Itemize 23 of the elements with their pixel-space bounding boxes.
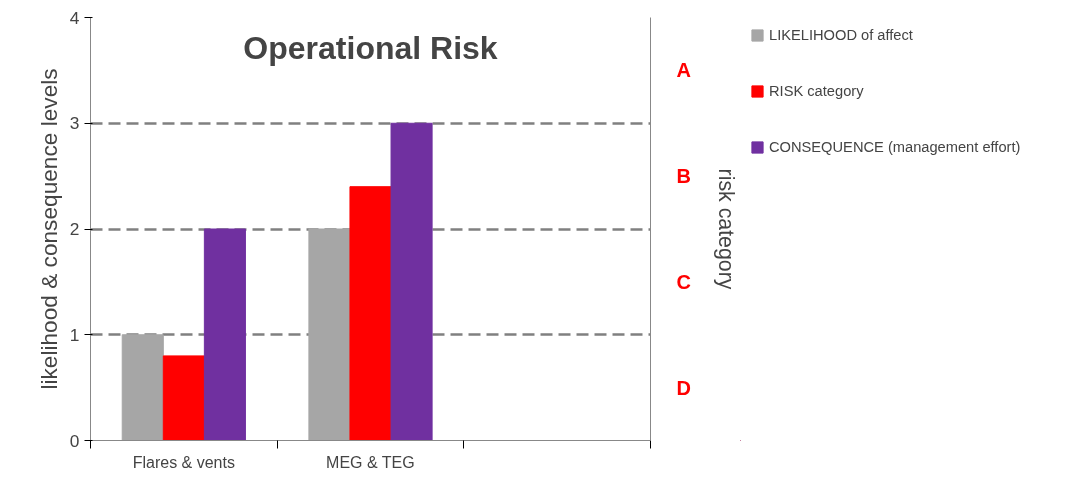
bar <box>390 122 433 441</box>
bar <box>308 228 351 441</box>
y-tick-label: 3 <box>69 113 80 134</box>
x-tick-label: Flares & vents <box>132 453 235 471</box>
bar <box>162 355 205 441</box>
y2-axis-title: risk category <box>713 168 738 290</box>
text: B <box>676 165 691 188</box>
legend-label: LIKELIHOOD of affect <box>769 27 913 43</box>
legend-label: RISK category <box>769 83 864 99</box>
chart-title: Operational Risk <box>243 29 498 66</box>
bar <box>349 186 392 441</box>
bar <box>203 228 246 441</box>
text: A <box>676 59 691 82</box>
legend-label: CONSEQUENCE (management effort) <box>769 139 1021 155</box>
bar <box>121 334 164 441</box>
x-tick-label: MEG & TEG <box>326 453 415 471</box>
y-tick-label: 1 <box>69 324 80 345</box>
y-tick-label: 2 <box>69 219 80 239</box>
text: D <box>676 376 691 399</box>
y-axis-title: likelihood & consequence levels <box>35 68 62 390</box>
y-tick-label: 4 <box>69 7 80 28</box>
text: C <box>676 270 691 293</box>
y-tick-label: 0 <box>69 430 80 451</box>
